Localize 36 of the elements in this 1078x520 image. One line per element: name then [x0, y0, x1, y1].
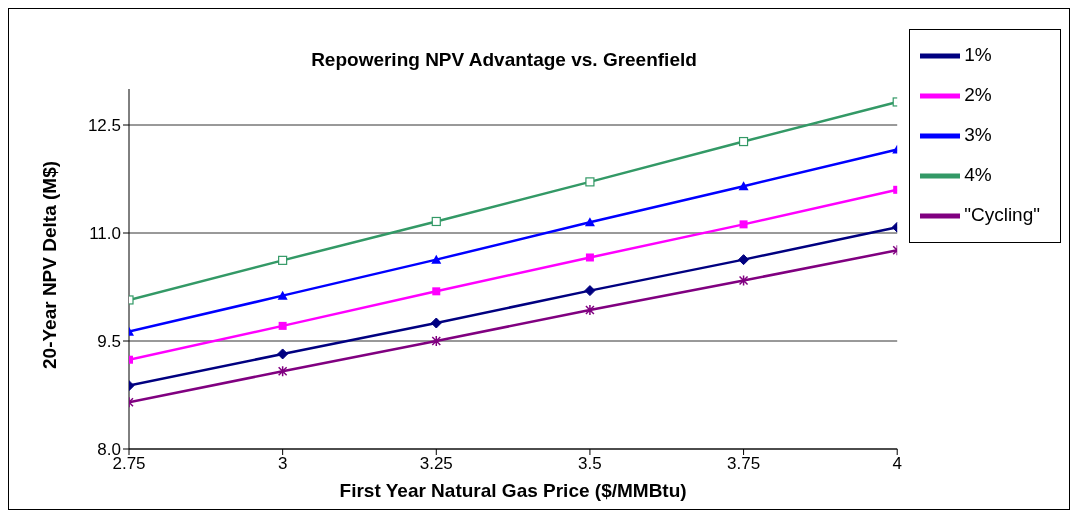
legend-label: 2% [964, 84, 992, 106]
y-tick-label: 12.5 [87, 116, 121, 136]
point [431, 216, 441, 227]
point [277, 348, 289, 360]
x-tick-label: 3.5 [578, 454, 602, 474]
legend-label: 3% [964, 124, 992, 146]
point [584, 285, 596, 297]
point [278, 255, 288, 265]
point [430, 317, 442, 329]
legend-label: 4% [964, 164, 992, 186]
y-axis-title: 20-Year NPV Delta (M$) [38, 160, 60, 369]
x-tick-label: 3.75 [727, 454, 761, 474]
x-tick-label: 3.25 [419, 454, 453, 474]
legend-label: "Cycling" [964, 204, 1040, 226]
point [739, 220, 748, 229]
point [278, 321, 287, 330]
y-tick-label: 11.0 [89, 224, 121, 244]
x-tick-label: 3 [277, 454, 288, 474]
legend-label: 1% [964, 44, 992, 66]
point [738, 136, 749, 147]
point [432, 287, 441, 296]
point [738, 181, 749, 191]
y-tick-label: 9.5 [97, 332, 121, 352]
point [431, 335, 442, 347]
chart-title: Repowering NPV Advantage vs. Greenfield [310, 49, 698, 71]
x-tick-label: 4 [892, 454, 902, 474]
point [277, 365, 288, 377]
point [585, 304, 595, 316]
point [431, 254, 442, 264]
point [584, 217, 595, 227]
point [738, 254, 750, 266]
point [738, 274, 749, 287]
point [585, 253, 594, 262]
point [277, 290, 288, 300]
point [585, 177, 595, 187]
x-axis-title: First Year Natural Gas Price ($/MMBtu) [339, 480, 687, 501]
